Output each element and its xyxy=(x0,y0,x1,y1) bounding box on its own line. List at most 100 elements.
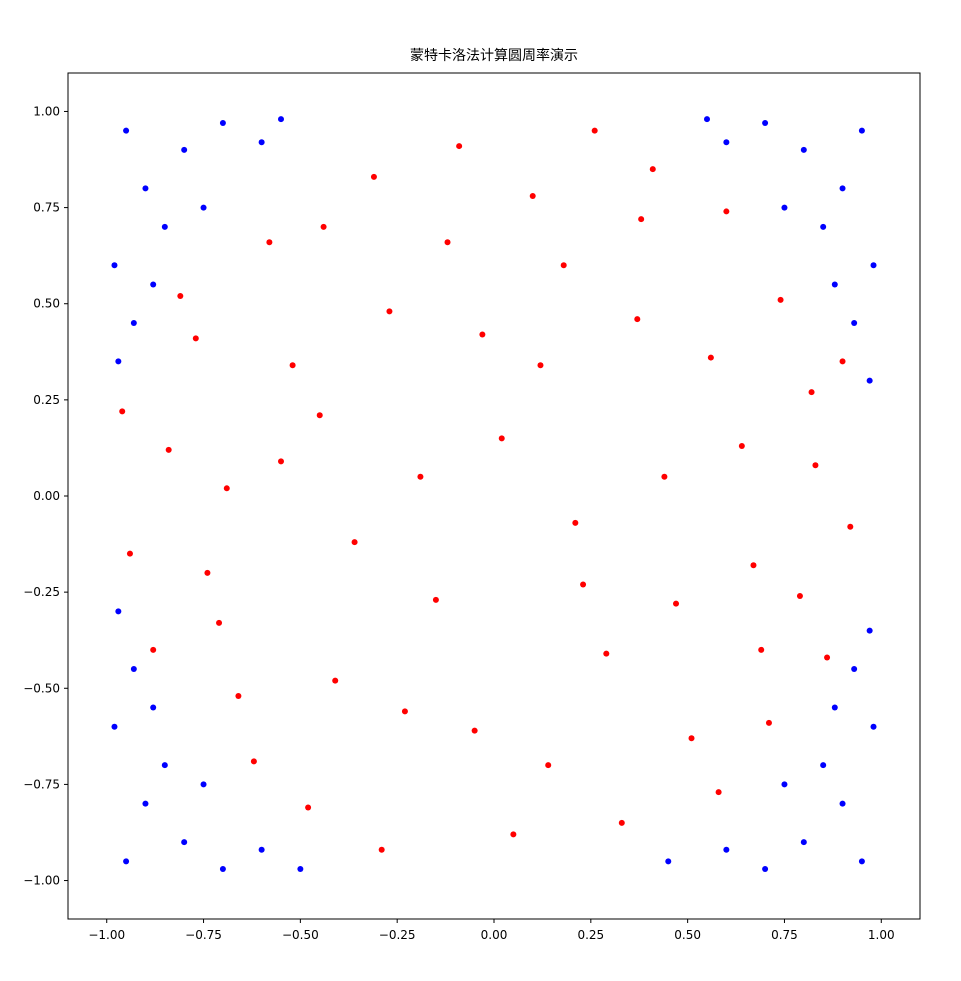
point xyxy=(661,473,668,480)
point xyxy=(777,296,784,303)
point xyxy=(572,519,579,526)
point xyxy=(305,804,312,811)
point xyxy=(673,600,680,607)
point xyxy=(839,358,846,365)
point xyxy=(432,596,439,603)
point xyxy=(498,435,505,442)
point xyxy=(258,846,265,853)
point xyxy=(142,185,149,192)
chart-title: 蒙特卡洛法计算圆周率演示 xyxy=(410,47,578,64)
point xyxy=(123,127,130,134)
point xyxy=(738,443,745,450)
point xyxy=(820,223,827,230)
point xyxy=(560,262,567,269)
y-tick-label: −0.75 xyxy=(23,777,60,791)
x-tick-label: −0.25 xyxy=(379,928,416,942)
point xyxy=(320,223,327,230)
point xyxy=(762,119,769,126)
point xyxy=(123,858,130,865)
point xyxy=(715,789,722,796)
point xyxy=(266,239,273,246)
point xyxy=(638,216,645,223)
point xyxy=(111,262,118,269)
point xyxy=(723,139,730,146)
point xyxy=(370,173,377,180)
point xyxy=(800,839,807,846)
point xyxy=(858,858,865,865)
point xyxy=(444,239,451,246)
point xyxy=(634,316,641,323)
point xyxy=(258,139,265,146)
point xyxy=(510,831,517,838)
point xyxy=(762,866,769,873)
point xyxy=(796,592,803,599)
point xyxy=(851,319,858,326)
point xyxy=(812,462,819,469)
point xyxy=(858,127,865,134)
point xyxy=(223,485,230,492)
point xyxy=(126,550,133,557)
y-tick-label: 0.00 xyxy=(33,489,60,503)
point xyxy=(150,646,157,653)
point xyxy=(219,119,226,126)
point xyxy=(181,839,188,846)
point xyxy=(115,358,122,365)
point xyxy=(649,166,656,173)
point xyxy=(204,569,211,576)
y-tick-label: 0.75 xyxy=(33,201,60,215)
point xyxy=(192,335,199,342)
point xyxy=(781,781,788,788)
x-tick-label: 0.00 xyxy=(481,928,508,942)
x-tick-label: −0.50 xyxy=(282,928,319,942)
point xyxy=(161,223,168,230)
point xyxy=(216,619,223,626)
point xyxy=(839,800,846,807)
y-tick-label: −0.50 xyxy=(23,681,60,695)
point xyxy=(580,581,587,588)
x-tick-label: 1.00 xyxy=(868,928,895,942)
point xyxy=(529,193,536,200)
point xyxy=(456,143,463,150)
point xyxy=(150,704,157,711)
point xyxy=(707,354,714,361)
point xyxy=(386,308,393,315)
point xyxy=(278,458,284,465)
point xyxy=(479,331,486,338)
point xyxy=(847,523,854,530)
point xyxy=(177,293,184,300)
point xyxy=(723,208,730,215)
point xyxy=(161,762,168,769)
point xyxy=(820,762,827,769)
point xyxy=(351,539,358,546)
y-tick-label: 0.50 xyxy=(33,297,60,311)
point xyxy=(200,781,207,788)
point xyxy=(765,719,772,726)
point xyxy=(150,281,157,288)
point xyxy=(181,146,188,153)
point xyxy=(115,608,122,615)
point xyxy=(665,858,672,865)
point xyxy=(851,666,858,673)
x-tick-label: 0.25 xyxy=(577,928,604,942)
point xyxy=(870,262,877,269)
point xyxy=(250,758,257,765)
point xyxy=(800,146,807,153)
point xyxy=(808,389,815,396)
point xyxy=(417,473,424,480)
y-tick-label: 0.25 xyxy=(33,393,60,407)
point xyxy=(297,866,304,873)
point xyxy=(723,846,730,853)
point xyxy=(332,677,339,684)
point xyxy=(119,408,126,415)
point xyxy=(165,446,172,453)
point xyxy=(603,650,610,657)
point xyxy=(219,866,226,873)
x-tick-label: 0.75 xyxy=(771,928,798,942)
plot-frame xyxy=(67,72,921,920)
point xyxy=(781,204,788,211)
point xyxy=(537,362,544,369)
point xyxy=(545,762,552,769)
point xyxy=(831,704,838,711)
